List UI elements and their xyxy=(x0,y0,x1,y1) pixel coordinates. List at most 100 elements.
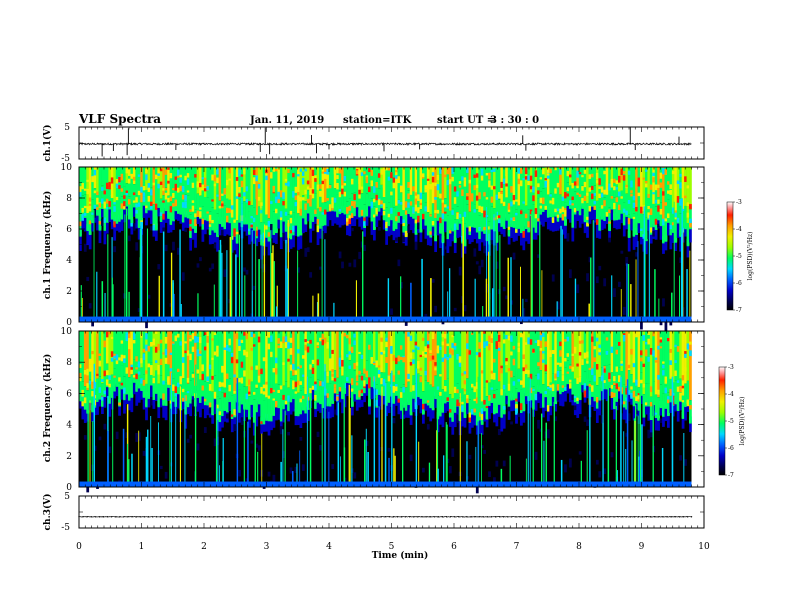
ch2-spectrogram-speckle xyxy=(679,385,682,393)
ch1-spectrogram-speckle xyxy=(314,209,317,214)
ch2-spectrogram-speckle xyxy=(647,429,651,439)
ch2-spectrogram-band xyxy=(328,383,332,407)
ch1-spectrogram-band xyxy=(98,167,102,208)
ch1-spectrogram-speckle xyxy=(600,205,604,209)
ch1-spectrogram-band xyxy=(468,231,472,244)
ch1-spectrogram-band xyxy=(593,167,597,186)
ch1-spectrogram-band xyxy=(512,167,516,205)
ch2-spectrogram-speckle xyxy=(338,387,342,392)
ch2-spectrogram-band xyxy=(199,379,202,403)
ch3-waveform-sample-dot xyxy=(531,516,533,518)
ch1-spectrogram-band xyxy=(221,167,224,204)
ch1-spectrogram-speckle xyxy=(223,269,227,277)
ch2-spectrogram-speckle xyxy=(196,336,200,343)
ch2-spectrogram-speckle xyxy=(654,412,658,415)
ch2-spectrogram-band xyxy=(101,383,104,407)
ch1-spectrogram-speckle xyxy=(522,231,526,238)
ch2-spectrogram-band xyxy=(534,395,538,411)
ch2-spectrogram-speckle xyxy=(603,468,607,475)
ch1-spectrogram-speckle xyxy=(419,192,423,200)
ch1-spectrogram-speckle xyxy=(620,168,624,175)
ch1-spectrogram-band xyxy=(311,198,315,222)
ch3-waveform-sample-dot xyxy=(245,516,248,518)
ch1-spectrogram-band xyxy=(338,190,342,215)
ch2-spectrogram-speckle xyxy=(103,390,107,395)
ch1-spectrogram-band xyxy=(324,222,327,234)
ch1-spectrogram-speckle xyxy=(414,192,418,196)
ch1-spectrogram-band xyxy=(654,226,658,240)
ch1-spectrogram-speckle xyxy=(684,176,687,179)
ch1-spectrogram-band xyxy=(620,190,624,214)
ch1-spectrogram-speckle xyxy=(206,186,210,191)
ch2-spectrogram-band xyxy=(483,387,486,412)
ch1-spectrogram-band xyxy=(265,234,268,247)
ch2-spectrogram-speckle xyxy=(301,464,305,471)
ch1-spectrogram-speckle xyxy=(610,178,614,186)
ch2-spectrogram-speckle xyxy=(505,361,509,365)
ch1-spectrogram-speckle xyxy=(664,169,668,175)
ch2-spectrogram-speckle xyxy=(644,349,648,357)
ch1-spectrogram-speckle xyxy=(657,205,660,212)
ch1-spectrogram-speckle xyxy=(132,200,136,203)
ch2-spectrogram-speckle xyxy=(627,364,631,369)
ch2-spectrogram-band xyxy=(657,397,660,421)
ch2-spectrogram-speckle xyxy=(466,343,469,349)
ch3-waveform-sample-dot xyxy=(621,516,623,518)
ch1-spectrogram-speckle xyxy=(679,173,682,177)
ch1-spectrogram-band xyxy=(578,212,582,228)
ch1-spectrogram-band xyxy=(488,167,491,222)
ch1-spectrogram-speckle xyxy=(451,176,455,182)
ch2-spectrogram-band xyxy=(515,331,518,389)
ch2-spectrogram-speckle xyxy=(544,364,548,372)
ch2-spectrogram-band xyxy=(108,380,112,404)
ch1-spectrogram-speckle xyxy=(576,170,580,178)
ch2-spectrogram-band xyxy=(294,412,298,426)
ch1-spectrogram-band xyxy=(81,215,85,230)
ch1-spectrogram-band xyxy=(583,198,587,223)
ch2-spectrogram-speckle xyxy=(191,333,195,340)
ch1-spectrogram-speckle xyxy=(625,210,629,216)
ch1-spectrogram-band xyxy=(412,195,415,219)
ch2-spectrogram-speckle xyxy=(671,401,675,406)
ch1-spectrogram-band xyxy=(157,184,161,208)
ch1-spectrogram-speckle xyxy=(404,201,408,208)
ch3-waveform-sample-dot xyxy=(547,516,550,518)
ch1-spectrogram-speckle xyxy=(559,208,562,214)
ch2-spectrogram-band xyxy=(595,405,599,423)
ch2-spectrogram-speckle xyxy=(353,472,357,479)
ch2-spectrogram-speckle xyxy=(642,334,646,341)
ch1-spectrogram-speckle xyxy=(353,193,357,200)
ch1-spectrogram-band xyxy=(128,196,131,220)
ch2-spectrogram-band xyxy=(287,408,290,422)
ch1-spectrogram-speckle xyxy=(301,177,305,185)
ch2-spectrogram-speckle xyxy=(456,399,460,407)
ch1-spectrogram-band xyxy=(93,167,97,189)
ch2-spectrogram-speckle xyxy=(480,445,484,449)
ch2-spectrogram-band xyxy=(270,331,273,398)
ch2-spectrogram-speckle xyxy=(230,352,234,357)
ch2-spectrogram-speckle xyxy=(559,362,562,367)
ch2-spectrogram-band xyxy=(365,381,369,396)
ch1-spectrogram-speckle xyxy=(103,217,107,223)
ch1-spectrogram-speckle xyxy=(549,200,553,204)
ch2-spectrogram-speckle xyxy=(618,375,621,382)
ch1-spectrogram-speckle xyxy=(392,182,396,189)
ch1-spectrogram-band xyxy=(363,204,366,229)
ch3-waveform-sample-dot xyxy=(229,516,231,518)
ch2-spectrogram-band xyxy=(282,331,286,386)
ch2-spectrogram-speckle xyxy=(600,415,604,424)
ch1-spectrogram-speckle xyxy=(245,269,249,275)
ch1-spectrogram-speckle xyxy=(88,203,92,206)
ch2-spectrogram-speckle xyxy=(240,417,244,425)
ch1-spectrogram-band xyxy=(578,192,582,216)
ch2-spectrogram-speckle xyxy=(179,341,183,346)
ch1-spectrogram-speckle xyxy=(135,203,139,208)
ch1-spectrogram-band xyxy=(613,217,616,229)
ch2-spectrogram-band xyxy=(184,411,188,429)
ch1-spectrogram-speckle xyxy=(299,197,303,202)
ch2-spectrogram-speckle xyxy=(331,369,335,373)
ch2-spectrogram-speckle xyxy=(564,339,567,342)
ch2-spectrogram-speckle xyxy=(297,349,300,354)
ch2-spectrogram-band xyxy=(664,385,668,409)
ch1-spectrogram-speckle xyxy=(257,184,261,189)
